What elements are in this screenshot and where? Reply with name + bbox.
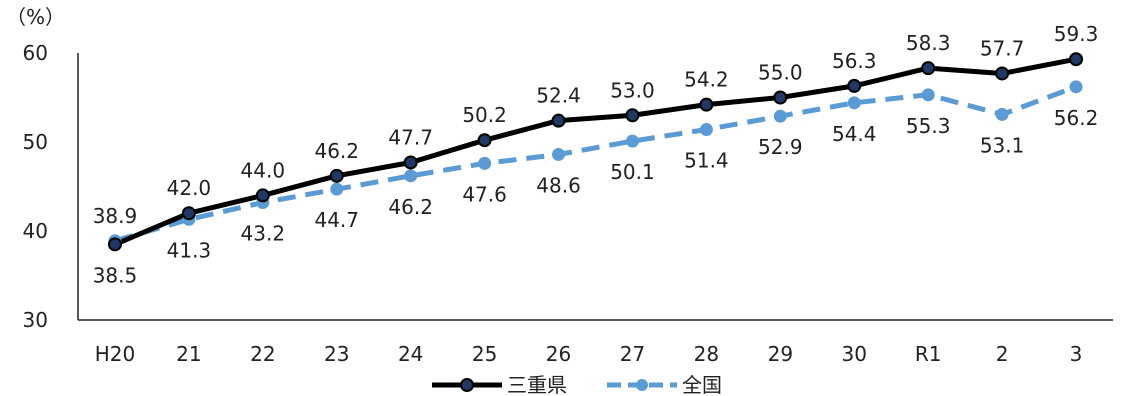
- national-point: [921, 88, 935, 102]
- y-axis-unit-label: （%）: [6, 5, 65, 29]
- national-point: [1069, 80, 1083, 94]
- mie-point: [921, 61, 936, 76]
- x-tick-label: 22: [250, 342, 275, 366]
- y-tick-label: 40: [23, 219, 48, 243]
- mie-data-label: 44.0: [241, 158, 286, 182]
- national-point: [773, 109, 787, 123]
- mie-data-label: 55.0: [758, 61, 803, 85]
- mie-point: [255, 188, 270, 203]
- national-point: [995, 107, 1009, 121]
- x-tick-label: 26: [546, 342, 571, 366]
- mie-data-label: 57.7: [980, 36, 1025, 60]
- legend-mie-marker: [460, 378, 474, 392]
- x-tick-label: 3: [1070, 342, 1083, 366]
- mie-data-label: 50.2: [462, 103, 507, 127]
- x-tick-label: 30: [842, 342, 867, 366]
- mie-data-label: 47.7: [388, 125, 433, 149]
- series-lines: [114, 56, 1077, 247]
- mie-data-label: 56.3: [832, 49, 877, 73]
- legend: 三重県 全国: [432, 373, 722, 396]
- x-tick-label: 21: [176, 342, 201, 366]
- y-tick-labels: 30 40 50 60: [23, 41, 48, 332]
- national-point: [330, 182, 344, 196]
- x-tick-label: 23: [324, 342, 349, 366]
- national-point: [404, 169, 418, 183]
- series-line-national: [114, 84, 1077, 244]
- mie-point: [625, 108, 640, 123]
- mie-point: [181, 206, 196, 221]
- national-data-label: 43.2: [241, 222, 286, 246]
- axes: [77, 53, 1113, 321]
- mie-point: [847, 78, 862, 93]
- x-tick-label: 25: [472, 342, 497, 366]
- y-tick-label: 60: [23, 41, 48, 65]
- mie-data-label: 58.3: [906, 31, 951, 55]
- legend-national-label: 全国: [682, 373, 722, 396]
- national-data-label: 48.6: [536, 173, 581, 197]
- x-tick-label: 2: [996, 342, 1009, 366]
- x-tick-labels: H20 21 22 23 24 25 26 27 28 29 30 R1 2 3: [95, 342, 1083, 366]
- x-tick-label: H20: [95, 342, 136, 366]
- national-data-label: 55.3: [906, 114, 951, 138]
- mie-point: [1069, 52, 1084, 67]
- mie-point: [403, 155, 418, 170]
- national-data-label: 53.1: [980, 133, 1025, 157]
- national-data-label: 52.9: [758, 135, 803, 159]
- mie-point: [107, 237, 122, 252]
- national-data-label: 46.2: [388, 195, 433, 219]
- legend-national-marker: [636, 379, 648, 391]
- mie-point: [995, 66, 1010, 81]
- national-data-label: 41.3: [167, 238, 212, 262]
- mie-data-label: 38.5: [93, 263, 138, 287]
- mie-data-label: 42.0: [167, 176, 212, 200]
- national-data-label: 38.9: [93, 204, 138, 228]
- x-tick-label: R1: [915, 342, 942, 366]
- mie-data-label: 53.0: [610, 78, 655, 102]
- national-data-label: 54.4: [832, 122, 877, 146]
- mie-point: [773, 90, 788, 105]
- series-line-mie: [114, 56, 1077, 247]
- mie-data-label: 54.2: [684, 68, 729, 92]
- mie-data-label: 59.3: [1054, 22, 1099, 46]
- mie-point: [477, 133, 492, 148]
- national-data-label: 50.1: [610, 160, 655, 184]
- legend-mie-label: 三重県: [507, 373, 567, 396]
- y-tick-label: 30: [23, 308, 48, 332]
- series-markers: [107, 52, 1084, 252]
- national-point: [847, 96, 861, 110]
- x-tick-label: 29: [768, 342, 793, 366]
- data-labels: 38.5 38.9 42.0 41.3 44.0 43.2 46.2 44.7 47.7 46.2…: [93, 22, 1099, 287]
- mie-data-label: 46.2: [314, 139, 359, 163]
- national-data-label: 51.4: [684, 149, 729, 173]
- x-tick-label: 28: [694, 342, 719, 366]
- national-point: [625, 134, 639, 148]
- national-data-label: 56.2: [1054, 106, 1099, 130]
- national-point: [552, 147, 566, 161]
- national-data-label: 44.7: [314, 208, 359, 232]
- mie-point: [329, 168, 344, 183]
- x-tick-label: 24: [398, 342, 423, 366]
- y-tick-label: 50: [23, 130, 48, 154]
- national-point: [699, 123, 713, 137]
- mie-data-label: 52.4: [536, 84, 581, 108]
- mie-point: [699, 97, 714, 112]
- mie-point: [551, 113, 566, 128]
- x-tick-label: 27: [620, 342, 645, 366]
- national-data-label: 47.6: [462, 182, 507, 206]
- national-point: [478, 156, 492, 170]
